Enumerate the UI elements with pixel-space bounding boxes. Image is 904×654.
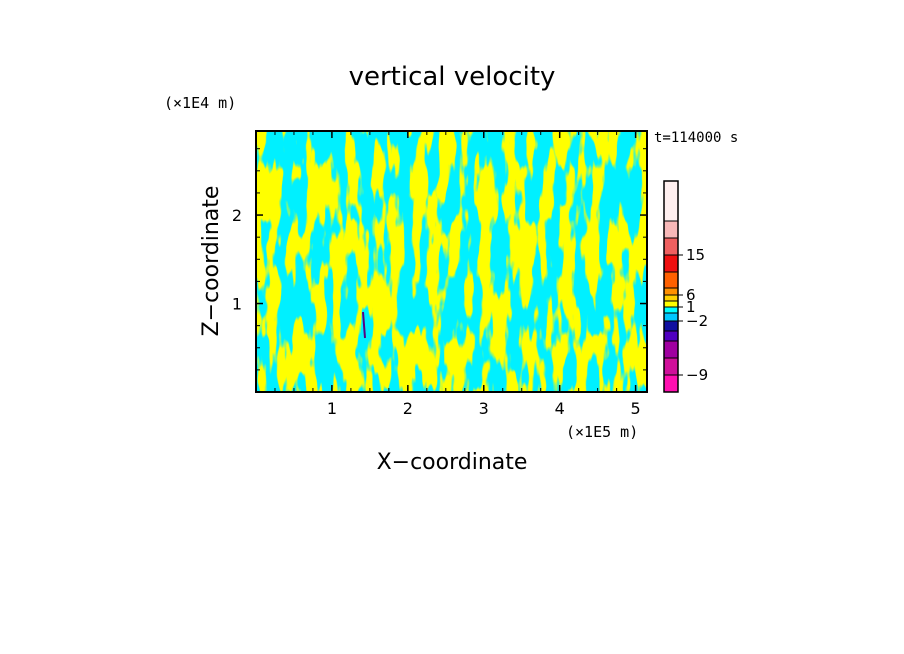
colorbar-swatch-3	[664, 331, 678, 341]
colorbar-label-1: −2	[686, 312, 708, 330]
colorbar-frame	[663, 180, 679, 393]
x-tick-label-2: 3	[479, 399, 489, 418]
colorbar-swatch-14	[664, 181, 678, 221]
updraft-streak	[362, 311, 366, 339]
x-unit-label: (×1E5 m)	[566, 423, 638, 441]
x-tick-label-0: 1	[327, 399, 337, 418]
x-tick-label-4: 5	[631, 399, 641, 418]
chart-title: vertical velocity	[349, 62, 556, 92]
colorbar-swatch-1	[664, 358, 678, 375]
colorbar-swatch-9	[664, 288, 678, 295]
y-tick-label-0: 1	[232, 295, 242, 314]
y-axis: 12	[232, 148, 647, 371]
colorbar-swatch-13	[664, 221, 678, 238]
colorbar-swatch-2	[664, 341, 678, 358]
field-positive-fill	[256, 131, 647, 392]
colorbar-label-2: 1	[686, 298, 696, 316]
colorbar-swatch-12	[664, 238, 678, 255]
y-unit-label: (×1E4 m)	[164, 94, 236, 112]
plot-frame	[255, 130, 648, 393]
colorbar-swatch-4	[664, 321, 678, 331]
time-label: t=114000 s	[654, 130, 738, 146]
colorbar-swatch-11	[664, 255, 678, 272]
colorbar-swatch-8	[664, 295, 678, 301]
colorbar-swatch-7	[664, 301, 678, 307]
colorbar-label-0: −9	[686, 366, 708, 384]
colorbar-label-4: 15	[686, 246, 705, 264]
colorbar-label-3: 6	[686, 286, 696, 304]
colorbar-swatch-0	[664, 375, 678, 392]
colorbar-swatch-5	[664, 313, 678, 321]
x-axis-label: X−coordinate	[377, 450, 528, 475]
colorbar: −9 −216 15	[663, 180, 708, 393]
contour-field	[256, 131, 647, 392]
x-axis: 1 2 3 4 5	[274, 131, 641, 418]
x-tick-label-3: 4	[555, 399, 565, 418]
x-tick-label-1: 2	[403, 399, 413, 418]
y-axis-label: Z−coordinate	[199, 186, 224, 337]
colorbar-swatch-10	[664, 272, 678, 288]
y-tick-label-1: 2	[232, 206, 242, 225]
colorbar-swatch-6	[664, 307, 678, 313]
